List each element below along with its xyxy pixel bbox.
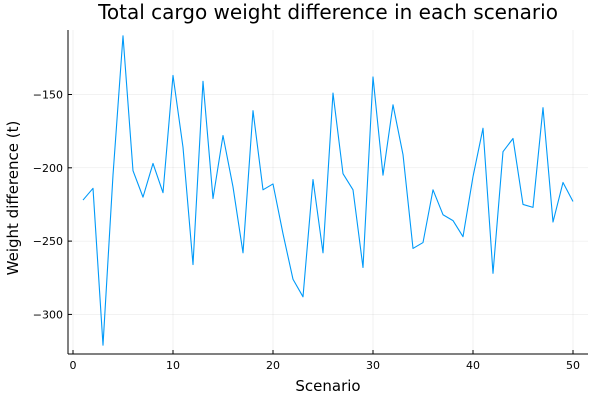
x-tick-label: 30 xyxy=(366,359,380,372)
chart-title: Total cargo weight difference in each sc… xyxy=(97,0,558,24)
ticks: 0 10 20 30 40 50 −300 −250 −200 −150 xyxy=(33,89,580,372)
axes xyxy=(67,30,588,355)
y-tick-label: −250 xyxy=(33,235,63,248)
x-tick-label: 0 xyxy=(70,359,77,372)
y-axis-label: Weight difference (t) xyxy=(4,121,22,276)
x-tick-label: 50 xyxy=(566,359,580,372)
y-tick-label: −300 xyxy=(33,308,63,321)
y-tick-label: −200 xyxy=(33,162,63,175)
series-line xyxy=(82,35,574,346)
x-tick-label: 40 xyxy=(466,359,480,372)
series-group xyxy=(82,35,574,346)
grid xyxy=(68,30,588,354)
x-axis-label: Scenario xyxy=(295,377,360,395)
x-tick-label: 20 xyxy=(266,359,280,372)
x-tick-label: 10 xyxy=(166,359,180,372)
y-tick-label: −150 xyxy=(33,89,63,102)
